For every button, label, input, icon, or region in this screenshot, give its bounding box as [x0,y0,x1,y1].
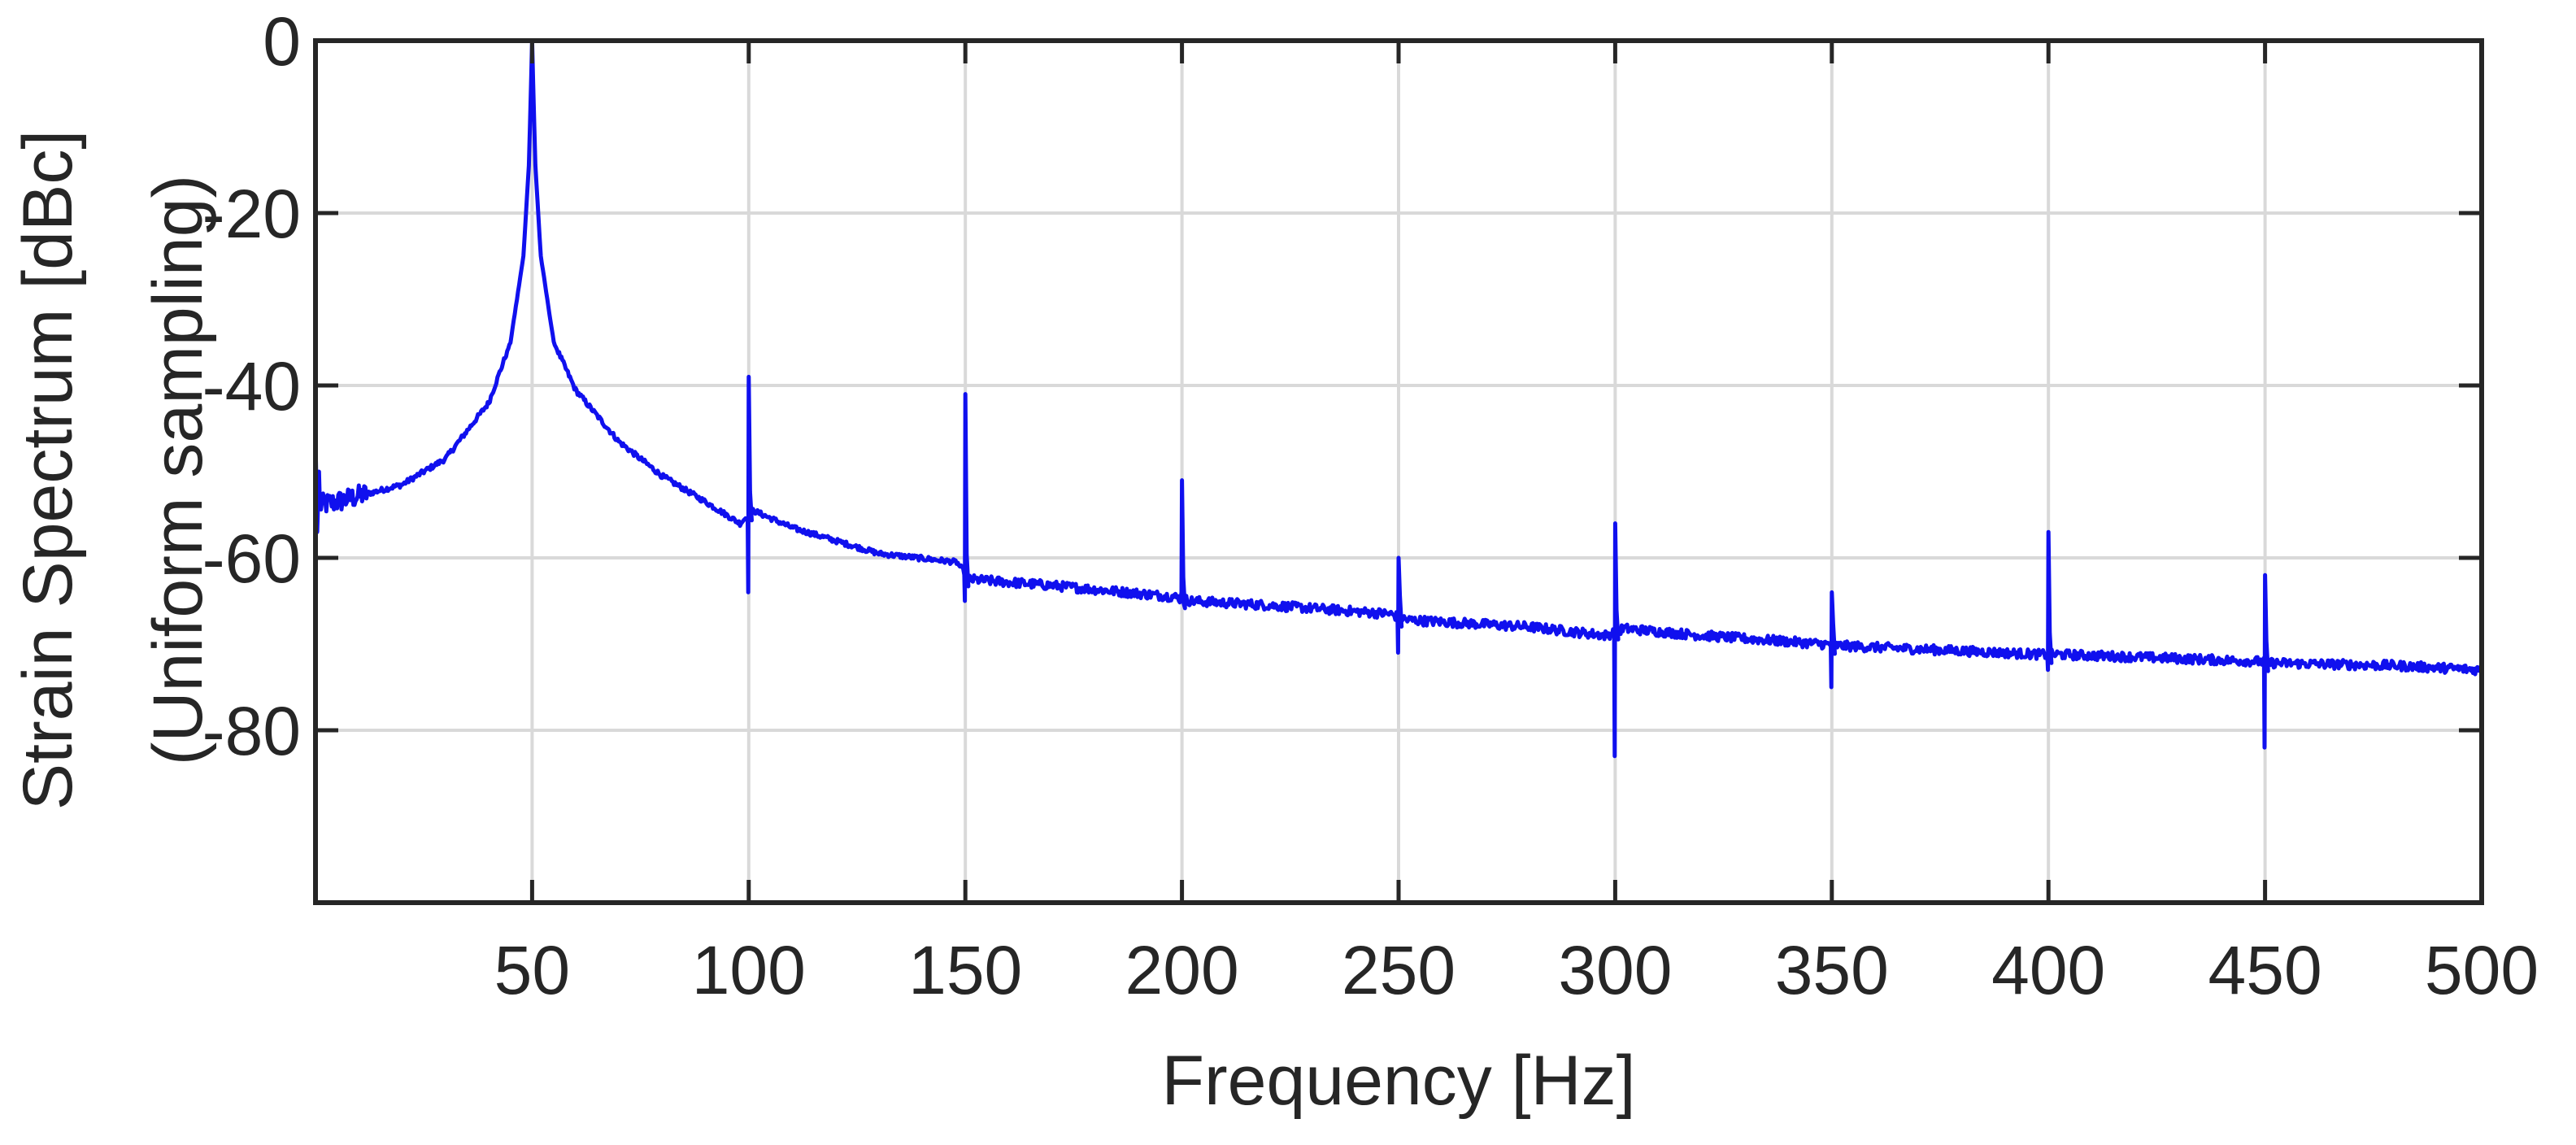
y-tick-label-60: -60 [202,520,301,597]
x-tick-label-300: 300 [1558,932,1672,1008]
x-tick-label-150: 150 [908,932,1022,1008]
x-tick-label-350: 350 [1775,932,1889,1008]
y-axis-label-line1: Strain Spectrum [dBc] [9,130,87,810]
series-group [313,38,2484,759]
ticks-group: 50 100 150 200 250 300 350 400 450 500 0 -20 -40 -60 -… [202,3,2539,1008]
y-tick-label-80: -80 [202,693,301,769]
spectrum-line [313,38,2484,759]
x-tick-label-250: 250 [1342,932,1456,1008]
y-tick-label-0: 0 [263,3,301,80]
x-tick-label-400: 400 [1991,932,2105,1008]
x-tick-label-450: 450 [2208,932,2322,1008]
y-tick-label-40: -40 [202,348,301,424]
x-tick-label-500: 500 [2425,932,2539,1008]
x-tick-label-100: 100 [692,932,806,1008]
grid [315,41,2482,903]
x-tick-label-200: 200 [1125,932,1239,1008]
y-axis-label-line2: (Uniform sampling) [139,175,217,765]
x-axis-label: Frequency [Hz] [1161,1042,1635,1120]
y-tick-label-20: -20 [202,176,301,252]
x-tick-label-50: 50 [494,932,570,1008]
